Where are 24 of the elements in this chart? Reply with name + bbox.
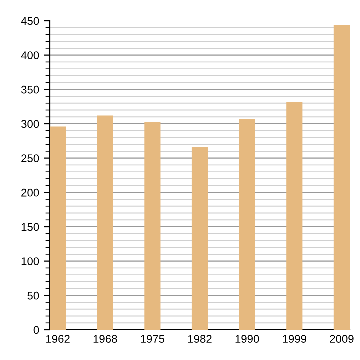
- x-tick-label: 1962: [46, 335, 70, 344]
- x-tick-label: 1982: [188, 335, 212, 344]
- y-tick-label: 100: [22, 258, 40, 266]
- x-tick-label: 1999: [283, 335, 306, 344]
- y-tick-label: 350: [21, 86, 40, 94]
- bar: [286, 102, 303, 330]
- x-tick-label: 1990: [236, 335, 260, 344]
- bar: [97, 116, 114, 330]
- y-tick-label: 150: [22, 223, 40, 232]
- x-tick-label: 2009: [330, 335, 354, 344]
- y-tick-label: 250: [22, 154, 40, 162]
- y-tick-label: 0: [34, 326, 40, 334]
- bar: [50, 126, 66, 330]
- y-tick-label: 300: [21, 120, 40, 128]
- bar: [239, 119, 256, 330]
- bar: [334, 25, 350, 330]
- bar: [192, 147, 208, 330]
- y-tick-label: 450: [21, 17, 40, 26]
- x-tick-label: 1968: [94, 335, 118, 344]
- x-tick-label: 1975: [141, 335, 165, 344]
- y-tick-label: 200: [22, 188, 40, 197]
- y-tick-label: 400: [21, 52, 40, 60]
- bar: [144, 122, 161, 330]
- y-tick-label: 50: [28, 292, 40, 300]
